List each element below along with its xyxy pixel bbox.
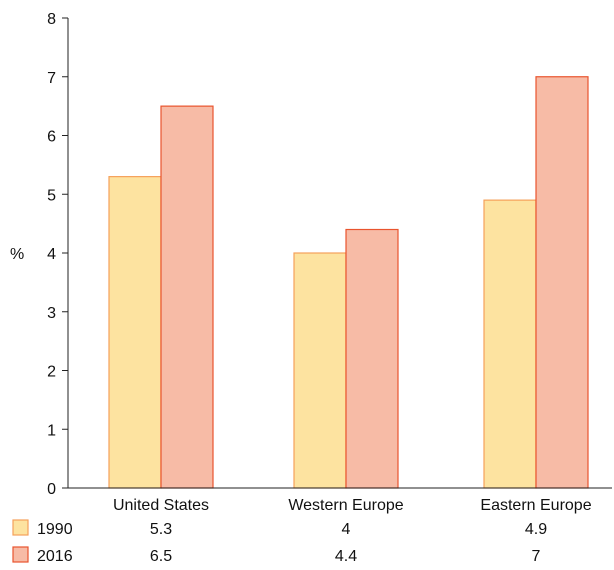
y-tick-label: 1 [47, 422, 56, 439]
bar-2016-united-states [160, 105, 214, 489]
data-value-label: 6.5 [150, 548, 172, 565]
legend-swatch [12, 546, 29, 563]
bar-2016-eastern-europe [535, 76, 589, 489]
y-tick-label: 7 [47, 70, 56, 87]
legend-label: 1990 [37, 521, 73, 538]
y-tick-label: 3 [47, 305, 56, 322]
bars [108, 76, 589, 489]
category-label: United States [113, 497, 209, 514]
y-tick-label: 0 [47, 481, 56, 498]
y-tick-label: 5 [47, 187, 56, 204]
bar-1990-eastern-europe [483, 199, 537, 489]
data-value-label: 7 [532, 548, 541, 565]
data-value-label: 4 [342, 521, 351, 538]
y-axis-title: % [10, 246, 24, 263]
data-table: 1990 5.3 4 4.9 2016 6.5 4.4 7 [12, 519, 547, 565]
y-tick-label: 2 [47, 364, 56, 381]
bar-1990-western-europe [293, 252, 347, 489]
bar-1990-united-states [108, 176, 162, 489]
data-value-label: 5.3 [150, 521, 172, 538]
y-tick-label: 6 [47, 129, 56, 146]
y-tick-label: 4 [47, 246, 56, 263]
legend-label: 2016 [37, 548, 73, 565]
data-value-label: 4.9 [525, 521, 547, 538]
legend-swatch [12, 519, 29, 536]
data-value-label: 4.4 [335, 548, 357, 565]
category-label: Western Europe [288, 497, 403, 514]
x-axis: United States Western Europe Eastern Europ… [68, 487, 612, 514]
bar-2016-western-europe [345, 228, 399, 489]
category-label: Eastern Europe [480, 497, 591, 514]
y-axis: 0 1 2 3 4 5 6 7 8 [47, 11, 69, 498]
y-tick-label: 8 [47, 11, 56, 28]
